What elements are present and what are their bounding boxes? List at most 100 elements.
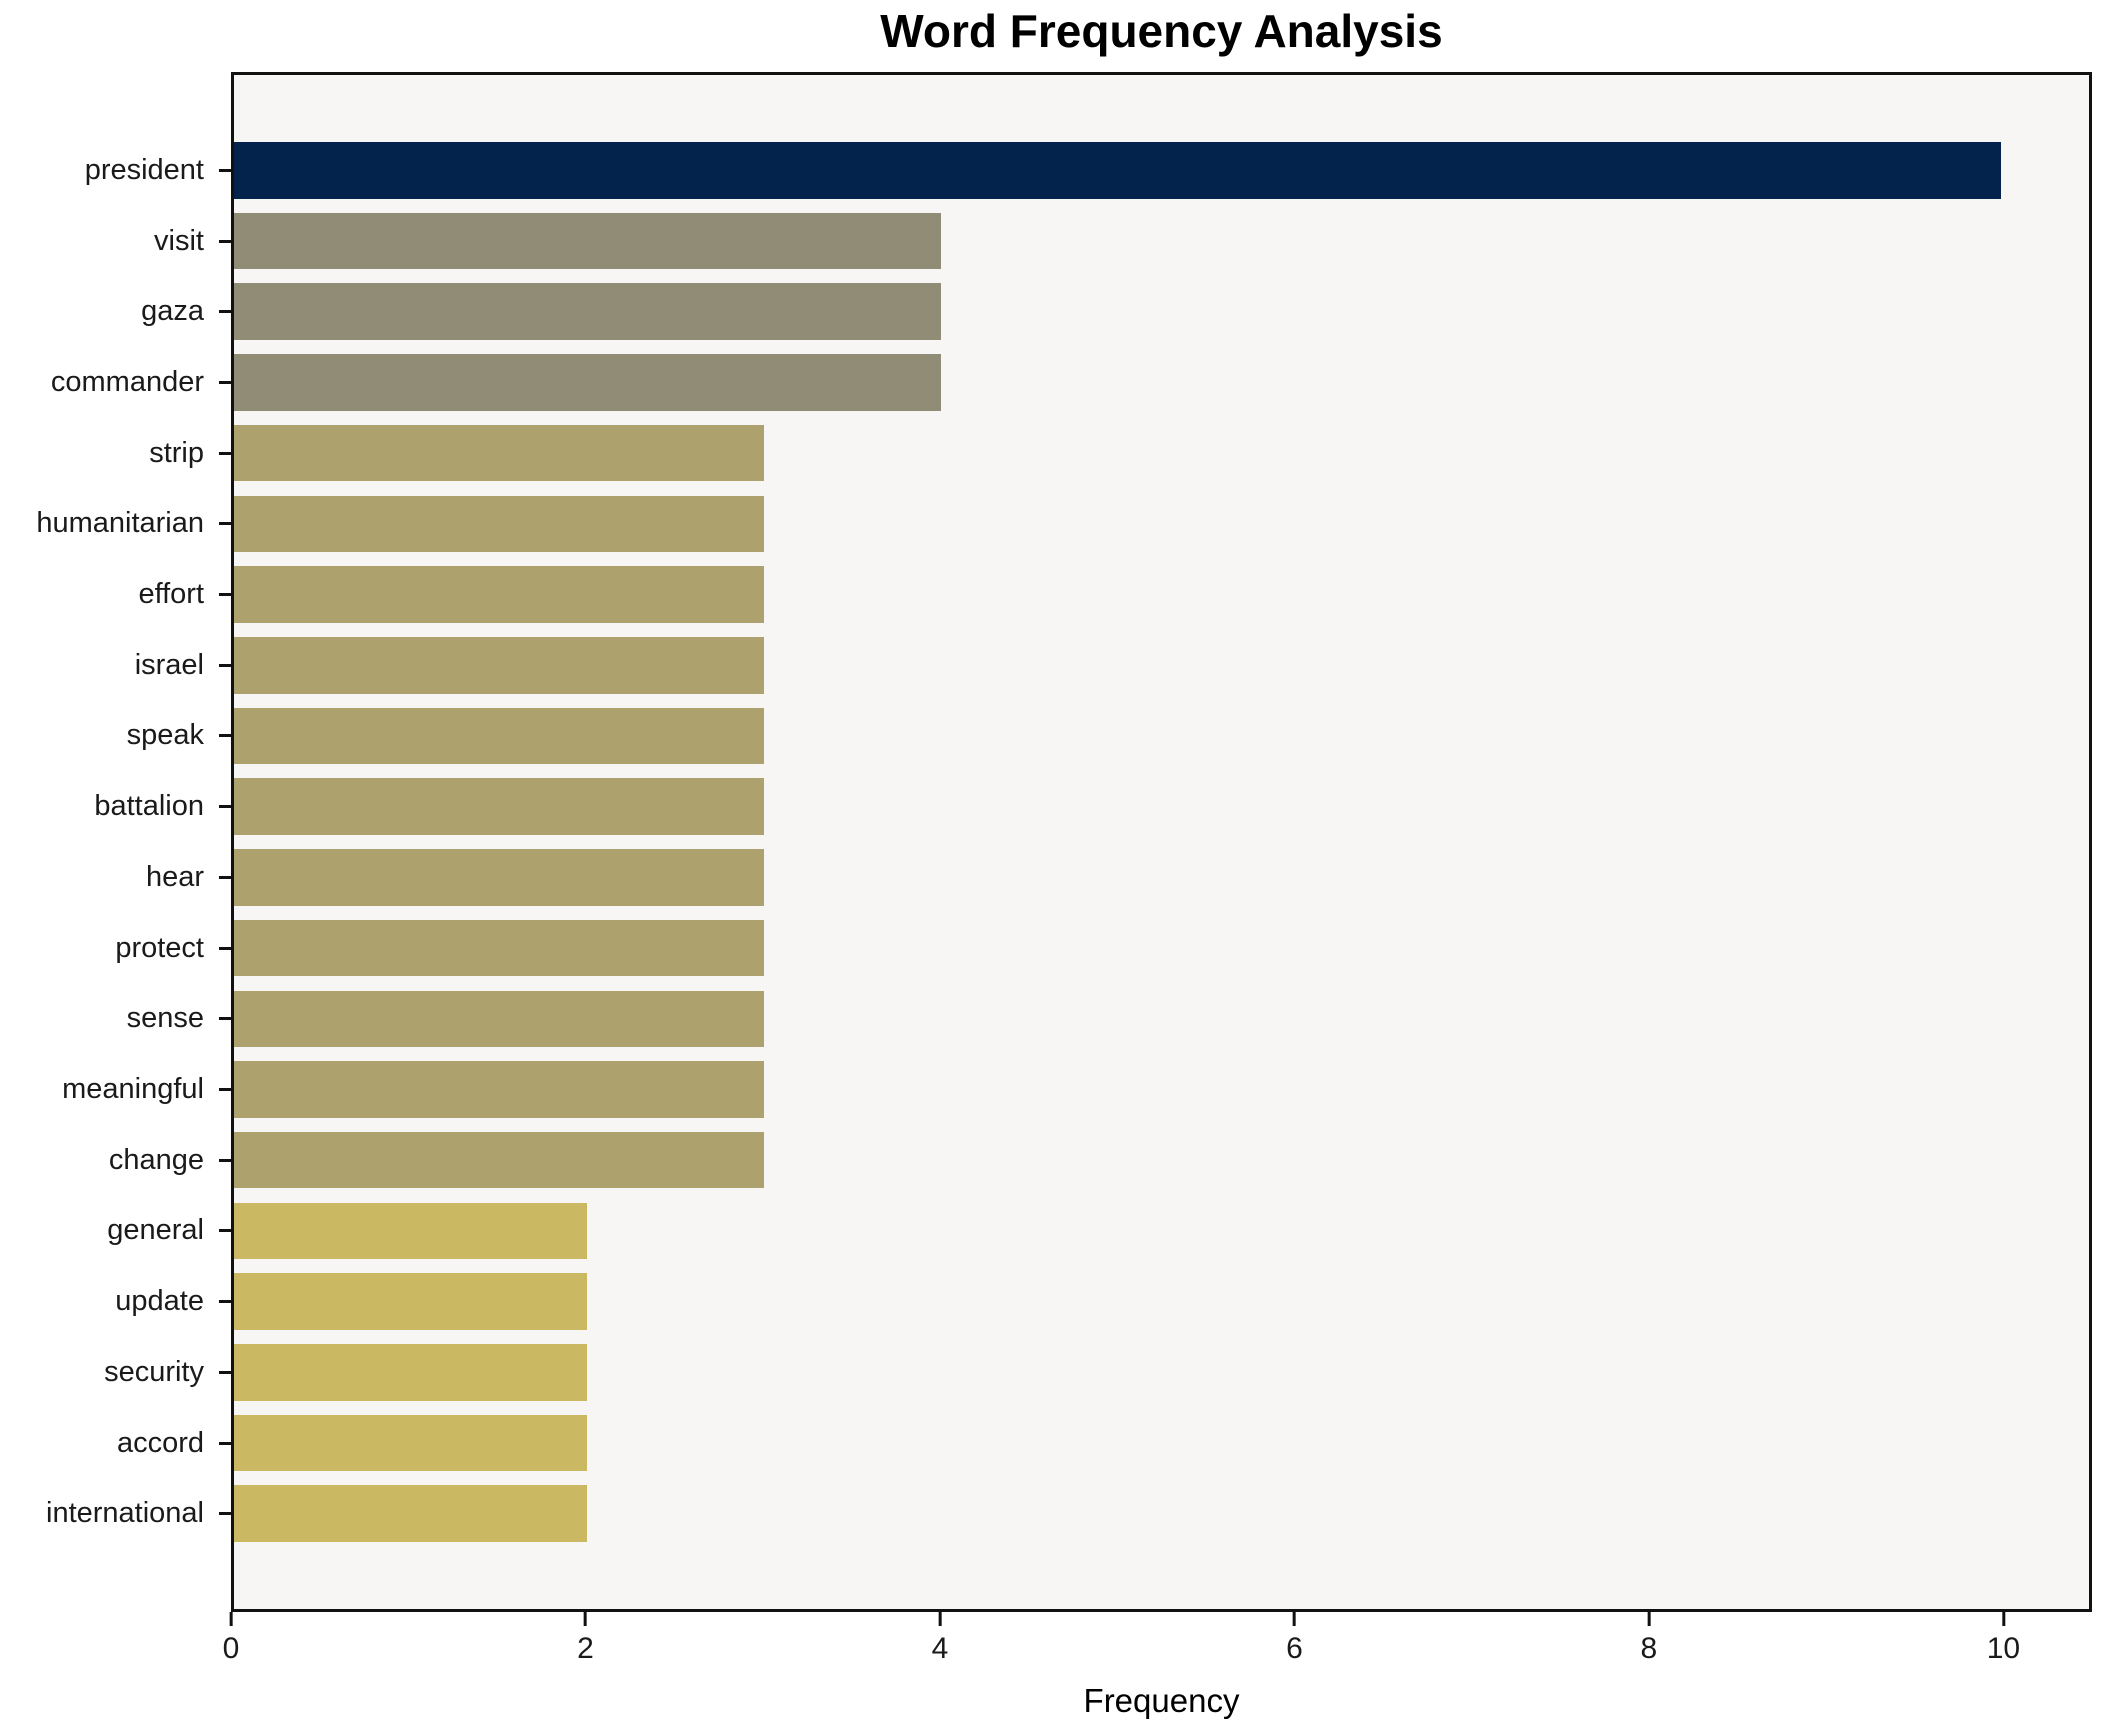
y-tick-label: hear bbox=[145, 860, 204, 893]
x-tick-mark bbox=[938, 1612, 942, 1626]
bar-sense bbox=[234, 990, 764, 1048]
x-tick: 4 bbox=[931, 1612, 949, 1665]
bar-security bbox=[234, 1344, 588, 1401]
y-tick-label: security bbox=[104, 1355, 204, 1388]
x-tick-label: 0 bbox=[222, 1632, 240, 1665]
x-tick-mark bbox=[229, 1612, 233, 1626]
bar-rows-container: president visit gaza commander strip humanita… bbox=[36, 75, 2089, 1609]
bar-row: meaningful bbox=[62, 1054, 2089, 1125]
x-tick-mark bbox=[2001, 1612, 2005, 1626]
y-tick-label: gaza bbox=[141, 295, 204, 328]
bar-effort bbox=[234, 566, 764, 623]
bar-meaningful bbox=[234, 1061, 764, 1118]
y-tick-label: president bbox=[84, 153, 204, 186]
y-tick-mark bbox=[219, 1300, 231, 1304]
x-tick: 6 bbox=[1286, 1612, 1303, 1664]
y-tick-mark bbox=[219, 946, 231, 950]
x-tick: 2 bbox=[577, 1612, 594, 1664]
bar-strip bbox=[234, 424, 764, 482]
x-axis: 0 2 4 6 8 10 bbox=[223, 1612, 2092, 1682]
bar-visit bbox=[234, 212, 941, 270]
bar-row: international bbox=[46, 1478, 2089, 1549]
y-tick-label: battalion bbox=[94, 790, 204, 823]
bar-row: speak bbox=[127, 701, 2089, 772]
bar-israel bbox=[234, 636, 764, 694]
x-tick-label: 8 bbox=[1640, 1632, 1658, 1665]
y-tick-mark bbox=[219, 805, 231, 809]
bar-accord bbox=[234, 1414, 588, 1472]
x-tick: 10 bbox=[1987, 1612, 2020, 1664]
bar-row: israel bbox=[135, 630, 2089, 701]
x-tick-label: 4 bbox=[931, 1632, 949, 1665]
bar-row: visit bbox=[154, 206, 2089, 277]
y-tick-mark bbox=[219, 1229, 231, 1233]
x-tick-label: 2 bbox=[577, 1632, 594, 1665]
y-tick-mark bbox=[219, 380, 231, 384]
bar-battalion bbox=[234, 778, 764, 835]
y-tick-label: israel bbox=[134, 648, 204, 681]
x-tick-mark bbox=[1292, 1612, 1296, 1626]
y-tick-label: effort bbox=[138, 578, 204, 611]
bar-commander bbox=[234, 354, 941, 411]
bar-row: commander bbox=[51, 347, 2089, 418]
bar-row: battalion bbox=[94, 771, 2089, 842]
bar-row: effort bbox=[138, 559, 2089, 630]
bar-gaza bbox=[234, 283, 941, 341]
y-tick-mark bbox=[219, 239, 231, 243]
y-tick-mark bbox=[219, 1017, 231, 1021]
bar-international bbox=[234, 1485, 588, 1542]
y-tick-label: accord bbox=[116, 1426, 204, 1459]
y-tick-label: update bbox=[115, 1285, 204, 1318]
y-tick-label: international bbox=[46, 1497, 204, 1530]
bar-row: protect bbox=[115, 913, 2089, 984]
y-tick-label: strip bbox=[149, 436, 204, 469]
y-tick-mark bbox=[219, 1441, 231, 1445]
y-tick-label: meaningful bbox=[62, 1072, 204, 1105]
y-tick-label: speak bbox=[126, 719, 204, 752]
bar-row: president bbox=[85, 135, 2089, 206]
y-tick-mark bbox=[219, 1370, 231, 1374]
bar-row: change bbox=[109, 1125, 2089, 1196]
x-tick-mark bbox=[583, 1612, 587, 1626]
bar-president bbox=[234, 142, 2001, 199]
bar-protect bbox=[234, 919, 764, 977]
bar-row: update bbox=[115, 1266, 2089, 1337]
x-tick: 8 bbox=[1640, 1612, 1658, 1665]
x-axis-label: Frequency bbox=[1083, 1682, 1240, 1719]
y-tick-mark bbox=[219, 310, 231, 314]
chart-title: Word Frequency Analysis bbox=[880, 5, 1443, 57]
y-tick-mark bbox=[219, 451, 231, 455]
bar-row: accord bbox=[117, 1408, 2089, 1479]
bar-row: hear bbox=[146, 842, 2089, 913]
bar-row: sense bbox=[127, 983, 2089, 1054]
plot-area: president visit gaza commander strip humanita… bbox=[36, 72, 2092, 1612]
bar-speak bbox=[234, 707, 764, 765]
bar-row: general bbox=[107, 1196, 2089, 1267]
bar-row: humanitarian bbox=[36, 489, 2089, 560]
x-tick-label: 10 bbox=[1986, 1632, 2021, 1665]
bar-general bbox=[234, 1202, 588, 1260]
bar-hear bbox=[234, 849, 764, 906]
y-tick-mark bbox=[219, 663, 231, 667]
y-tick-mark bbox=[219, 1158, 231, 1162]
y-tick-label: protect bbox=[115, 931, 204, 964]
bar-update bbox=[234, 1273, 588, 1330]
x-tick: 0 bbox=[222, 1612, 240, 1665]
y-tick-mark bbox=[219, 522, 231, 526]
y-tick-mark bbox=[219, 1087, 231, 1091]
x-tick-mark bbox=[1647, 1612, 1651, 1626]
y-tick-label: change bbox=[108, 1143, 204, 1176]
y-tick-label: visit bbox=[154, 224, 204, 257]
y-tick-mark bbox=[219, 734, 231, 738]
bar-row: security bbox=[104, 1337, 2089, 1408]
bar-row: gaza bbox=[141, 276, 2089, 347]
y-tick-label: general bbox=[107, 1214, 204, 1247]
bar-row: strip bbox=[149, 418, 2089, 489]
y-tick-label: sense bbox=[126, 1002, 204, 1035]
bar-humanitarian bbox=[234, 495, 764, 553]
y-tick-mark bbox=[219, 593, 231, 597]
y-tick-label: humanitarian bbox=[36, 507, 204, 540]
y-tick-mark bbox=[219, 168, 231, 172]
y-tick-label: commander bbox=[50, 365, 204, 398]
